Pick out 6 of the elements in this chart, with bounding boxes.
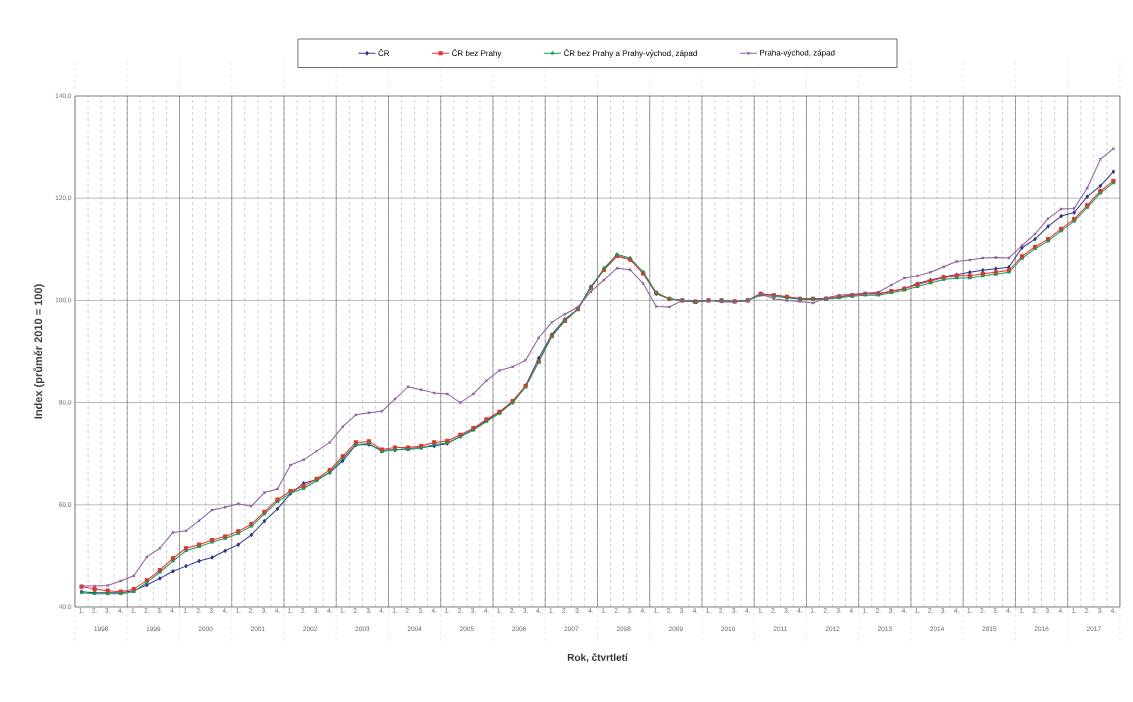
legend-label: Praha-východ, západ <box>760 49 835 58</box>
legend-label: ČR <box>378 49 390 57</box>
x-axis-title: Rok, čtvrtletí <box>567 653 628 663</box>
legend-label: ČR bez Prahy a Prahy-východ, západ <box>563 49 697 58</box>
legend-label: ČR bez Prahy <box>452 49 502 58</box>
y-axis-title: Index (průměr 2010 = 100) <box>33 284 45 419</box>
